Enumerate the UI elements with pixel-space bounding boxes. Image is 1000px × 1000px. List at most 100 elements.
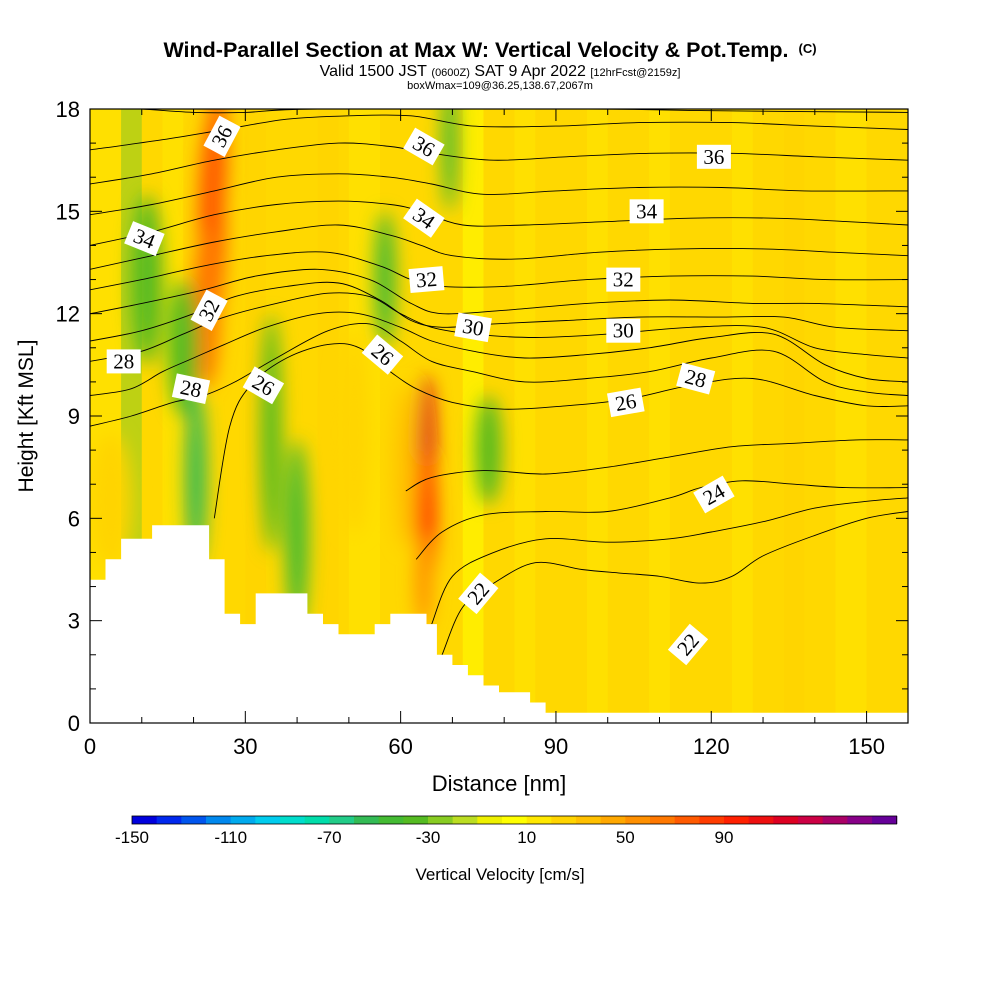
contour-label: 28 <box>676 362 716 395</box>
chart-title-suffix: (C) <box>799 41 817 56</box>
contour-label: 34 <box>124 221 165 257</box>
velocity-band <box>587 109 608 723</box>
contour-label: 32 <box>408 266 445 294</box>
velocity-features <box>90 109 502 631</box>
contour-label-text: 32 <box>613 268 634 292</box>
colorbar-tick-label: 10 <box>517 828 536 847</box>
velocity-feature <box>185 388 207 567</box>
colorbar-tick-label: -150 <box>115 828 149 847</box>
colorbar-tick-label: -30 <box>416 828 441 847</box>
colorbar-tick-label: -110 <box>214 828 247 847</box>
contour-label-box <box>403 198 445 238</box>
x-axis: 0 30 60 90 120 150 <box>84 109 885 759</box>
colorbar-swatch <box>650 816 676 824</box>
chart-subtitle: Valid 1500 JST (0600Z) SAT 9 Apr 2022 [1… <box>320 63 681 80</box>
colorbar-swatch <box>255 816 281 824</box>
velocity-band <box>514 109 536 723</box>
velocity-band <box>783 109 805 723</box>
x-tick-label: 0 <box>84 734 96 759</box>
colorbar-swatch <box>625 816 651 824</box>
colorbar-swatch <box>748 816 774 824</box>
y-tick-label: 0 <box>68 711 80 736</box>
subtitle-forecast: [12hrFcst@2159z] <box>590 67 680 79</box>
y-tick-label: 9 <box>68 404 80 429</box>
colorbar-swatch <box>280 816 306 824</box>
colorbar-swatch <box>378 816 404 824</box>
y-tick-label: 6 <box>68 506 80 531</box>
terrain <box>90 525 908 723</box>
theta-contour-38 <box>141 109 908 114</box>
subtitle-valid: Valid 1500 JST <box>320 63 428 80</box>
colorbar-swatch <box>773 816 799 824</box>
theta-contour-23 <box>431 497 908 625</box>
subtitle-utc: (0600Z) <box>431 67 470 79</box>
chart-title: Wind-Parallel Section at Max W: Vertical… <box>163 38 816 62</box>
velocity-band <box>317 109 339 723</box>
contour-label-box <box>203 115 241 157</box>
y-tick-label: 15 <box>56 199 80 224</box>
theta-contour-33 <box>90 224 908 270</box>
colorbar-swatch <box>502 816 528 824</box>
chart-title-main: Wind-Parallel Section at Max W: Vertical… <box>163 38 788 62</box>
colorbar-swatch <box>230 816 256 824</box>
x-tick-label: 120 <box>693 734 730 759</box>
colorbar-swatch <box>872 816 898 824</box>
theta-contour-31 <box>90 268 908 315</box>
velocity-feature <box>260 313 282 553</box>
velocity-feature <box>475 395 502 505</box>
subtitle-date: SAT 9 Apr 2022 <box>474 63 586 80</box>
chart-subtitle-2: boxWmax=109@36.25,138.67,2067m <box>407 80 593 92</box>
colorbar-swatch <box>206 816 232 824</box>
contour-label-box <box>606 318 641 343</box>
velocity-band <box>649 109 670 723</box>
contour-label-box <box>454 312 492 343</box>
colorbar-swatch <box>403 816 429 824</box>
contour-label-box <box>667 623 709 666</box>
colorbar-swatch <box>181 816 207 824</box>
colorbar-swatch <box>304 816 330 824</box>
contour-label-box <box>106 349 141 374</box>
velocity-feature <box>394 385 418 550</box>
contour-label: 30 <box>454 312 492 343</box>
contour-label-box <box>361 334 404 375</box>
contour-label-box <box>242 366 285 405</box>
contour-label-text: 28 <box>113 349 134 373</box>
contour-label: 32 <box>606 267 641 292</box>
colorbar-swatch <box>699 816 725 824</box>
contour-label-text: 34 <box>636 199 658 223</box>
colorbar-tick-label: -70 <box>317 828 342 847</box>
velocity-band <box>462 109 484 723</box>
colorbar-swatch <box>156 816 182 824</box>
contour-label-text: 28 <box>178 375 204 403</box>
colorbar-label: Vertical Velocity [cm/s] <box>415 865 584 884</box>
velocity-band <box>835 109 867 723</box>
colorbar-swatch <box>798 816 824 824</box>
colorbar-swatch <box>822 816 848 824</box>
colorbar-swatch <box>477 816 503 824</box>
contour-label-box <box>693 475 735 514</box>
contour-label-box <box>676 362 716 395</box>
theta-contour-24 <box>415 480 908 560</box>
colorbar-swatch <box>329 816 355 824</box>
contour-label: 26 <box>606 387 645 418</box>
y-axis-label: Height [Kft MSL] <box>15 340 38 493</box>
colorbar-frame <box>131 815 898 825</box>
theta-contour-35 <box>90 173 908 216</box>
colorbar-swatch <box>724 816 750 824</box>
colorbar-tick-label: 90 <box>715 828 734 847</box>
colorbar-swatch <box>674 816 700 824</box>
velocity-feature <box>285 439 309 631</box>
theta-contour-36 <box>90 142 908 185</box>
contour-label-box <box>408 266 445 294</box>
colorbar-swatch <box>551 816 577 824</box>
contour-label-text: 26 <box>613 389 638 416</box>
velocity-band <box>245 109 267 723</box>
velocity-field <box>90 109 867 723</box>
velocity-feature <box>90 433 132 570</box>
contour-label-box <box>171 373 211 404</box>
colorbar-swatch <box>354 816 380 824</box>
colorbar-swatch <box>847 816 873 824</box>
contour-label-box <box>629 199 664 224</box>
